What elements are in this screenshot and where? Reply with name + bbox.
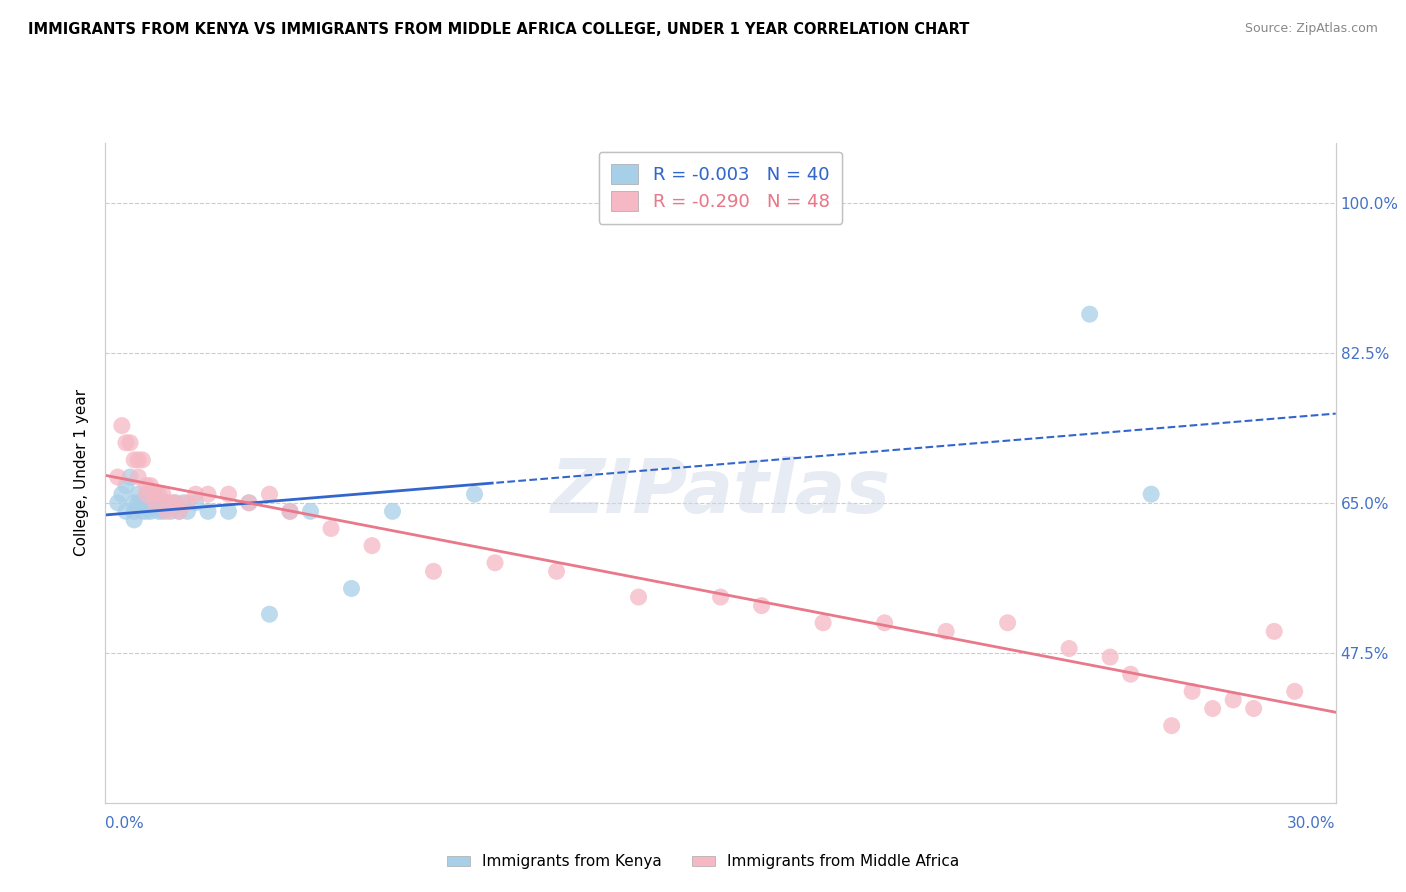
Text: IMMIGRANTS FROM KENYA VS IMMIGRANTS FROM MIDDLE AFRICA COLLEGE, UNDER 1 YEAR COR: IMMIGRANTS FROM KENYA VS IMMIGRANTS FROM… — [28, 22, 970, 37]
Point — [152, 504, 174, 518]
Point — [935, 624, 957, 639]
Point — [238, 496, 260, 510]
Point — [115, 504, 138, 518]
Point — [176, 496, 198, 510]
Point — [1099, 650, 1122, 665]
Point — [299, 504, 322, 518]
Point — [111, 487, 134, 501]
Legend: R = -0.003   N = 40, R = -0.290   N = 48: R = -0.003 N = 40, R = -0.290 N = 48 — [599, 152, 842, 224]
Point — [135, 487, 157, 501]
Text: 0.0%: 0.0% — [105, 816, 145, 831]
Point — [197, 487, 219, 501]
Point — [122, 504, 145, 518]
Point — [120, 470, 141, 484]
Point — [131, 496, 153, 510]
Point — [148, 487, 170, 501]
Point — [169, 504, 191, 518]
Point — [143, 496, 166, 510]
Point — [259, 487, 281, 501]
Point — [1160, 719, 1182, 733]
Point — [152, 496, 174, 510]
Point — [115, 478, 138, 492]
Point — [122, 496, 145, 510]
Point — [131, 504, 153, 518]
Legend: Immigrants from Kenya, Immigrants from Middle Africa: Immigrants from Kenya, Immigrants from M… — [440, 848, 966, 875]
Point — [997, 615, 1019, 630]
Point — [148, 504, 170, 518]
Point — [143, 487, 166, 501]
Point — [340, 582, 363, 596]
Point — [156, 504, 179, 518]
Point — [710, 590, 733, 604]
Point — [135, 487, 157, 501]
Point — [107, 496, 129, 510]
Point — [122, 513, 145, 527]
Point — [160, 504, 183, 518]
Point — [165, 496, 187, 510]
Point — [160, 496, 183, 510]
Point — [1202, 701, 1225, 715]
Point — [484, 556, 506, 570]
Point — [184, 487, 207, 501]
Point — [131, 453, 153, 467]
Point — [464, 487, 486, 501]
Text: Source: ZipAtlas.com: Source: ZipAtlas.com — [1244, 22, 1378, 36]
Point — [873, 615, 896, 630]
Point — [218, 487, 240, 501]
Point — [107, 470, 129, 484]
Point — [278, 504, 301, 518]
Point — [1181, 684, 1204, 698]
Point — [176, 504, 198, 518]
Text: ZIPatlas: ZIPatlas — [551, 456, 890, 529]
Point — [172, 496, 194, 510]
Point — [139, 496, 162, 510]
Point — [156, 496, 179, 510]
Point — [361, 539, 384, 553]
Point — [152, 487, 174, 501]
Point — [319, 521, 342, 535]
Point — [1119, 667, 1142, 681]
Point — [1140, 487, 1163, 501]
Point — [546, 565, 568, 579]
Point — [811, 615, 834, 630]
Point — [278, 504, 301, 518]
Point — [127, 496, 149, 510]
Point — [1078, 307, 1101, 321]
Point — [381, 504, 404, 518]
Point — [1263, 624, 1285, 639]
Point — [238, 496, 260, 510]
Point — [165, 496, 187, 510]
Point — [1284, 684, 1306, 698]
Point — [259, 607, 281, 622]
Text: 30.0%: 30.0% — [1288, 816, 1336, 831]
Point — [1222, 693, 1244, 707]
Point — [115, 435, 138, 450]
Point — [148, 496, 170, 510]
Point — [143, 487, 166, 501]
Point — [139, 504, 162, 518]
Point — [218, 504, 240, 518]
Point — [143, 496, 166, 510]
Point — [135, 478, 157, 492]
Point — [111, 418, 134, 433]
Point — [422, 565, 444, 579]
Point — [197, 504, 219, 518]
Point — [127, 487, 149, 501]
Point — [127, 470, 149, 484]
Point — [1243, 701, 1265, 715]
Point — [184, 496, 207, 510]
Point — [627, 590, 650, 604]
Point — [122, 453, 145, 467]
Point — [1057, 641, 1080, 656]
Point — [127, 453, 149, 467]
Y-axis label: College, Under 1 year: College, Under 1 year — [75, 389, 90, 557]
Point — [169, 504, 191, 518]
Point — [135, 504, 157, 518]
Point — [120, 435, 141, 450]
Point — [751, 599, 773, 613]
Point — [139, 478, 162, 492]
